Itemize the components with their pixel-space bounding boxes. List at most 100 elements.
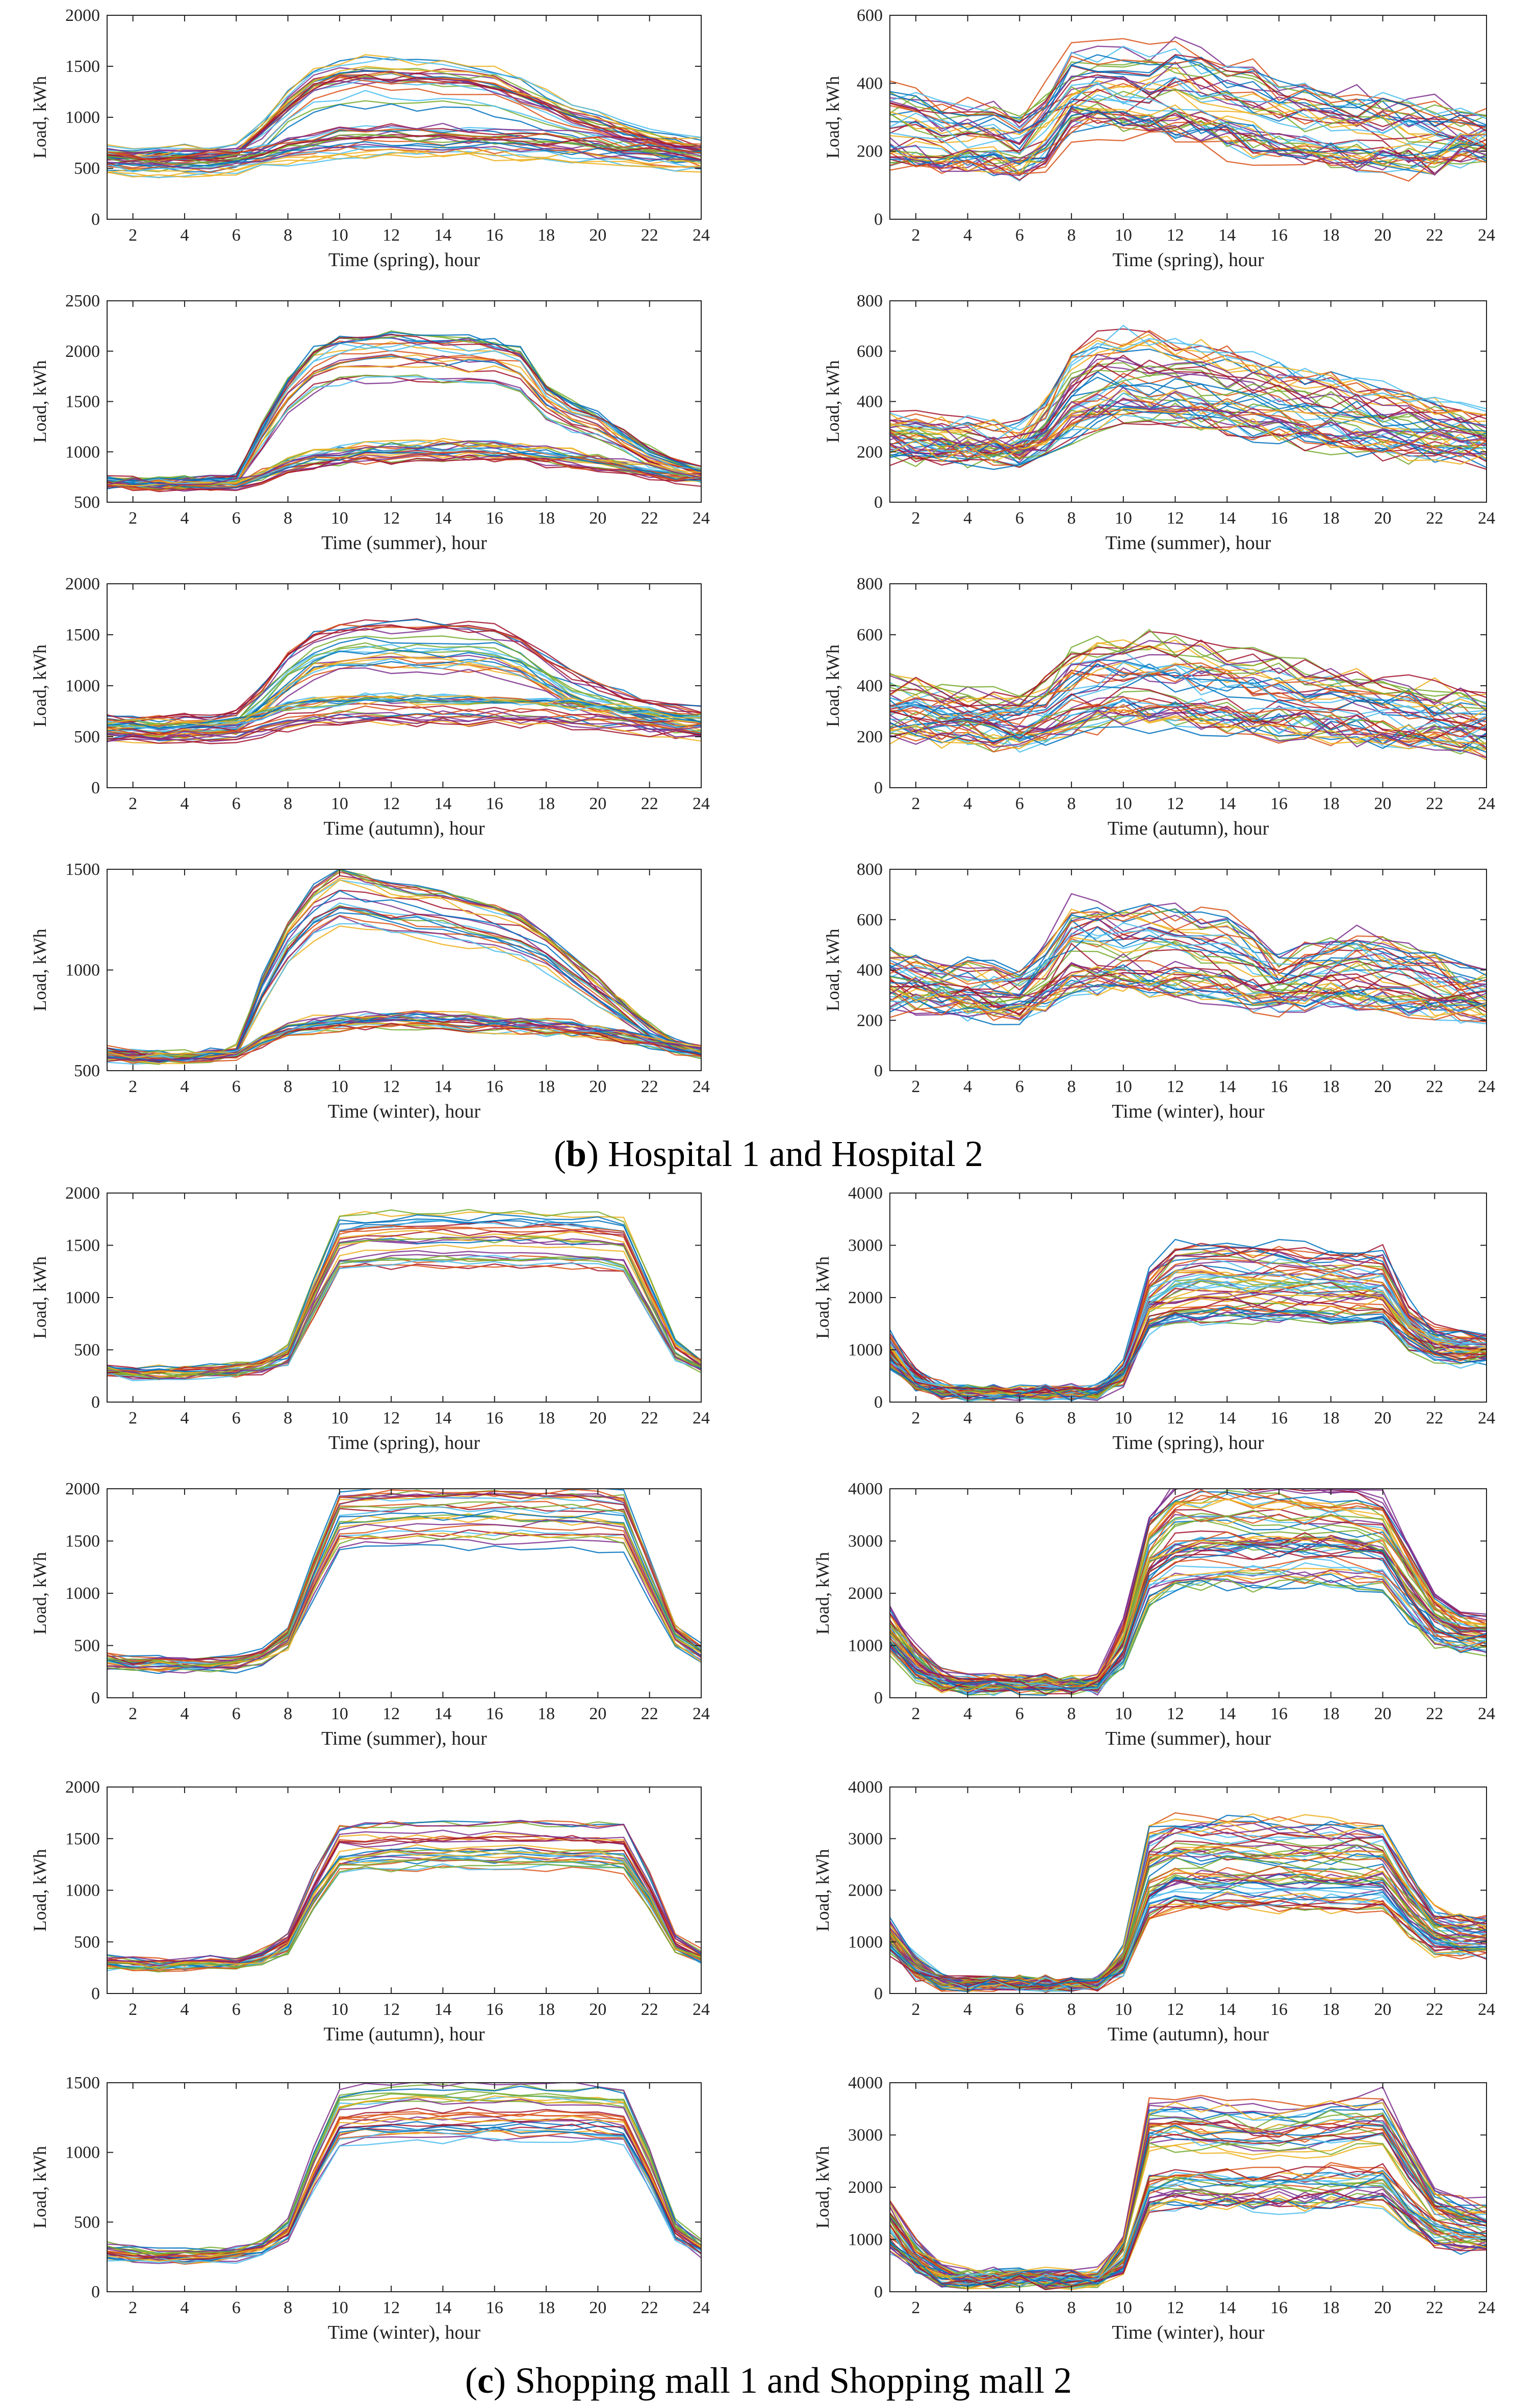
series-line-cluster-1 [890,365,1487,450]
series-line-profile [107,1225,701,1375]
series-line-low [890,1537,1487,1694]
series-line-profile [107,1863,701,1972]
y-tick-label: 600 [857,626,883,644]
x-tick-label: 2 [911,794,920,813]
series-line-cluster-1 [890,640,1487,712]
x-tick-label: 24 [1478,226,1495,245]
x-axis-label: Time (winter), hour [1112,2322,1265,2343]
x-tick-label: 20 [589,2298,606,2317]
y-tick-label: 3000 [848,1532,883,1551]
x-tick-label: 8 [284,794,292,813]
series-line-low-demand [107,713,701,738]
series-line-high [890,2109,1487,2280]
series-line-low [890,2162,1487,2285]
x-tick-label: 12 [382,2298,400,2317]
x-tick-label: 10 [331,794,348,813]
series-line-cluster-2 [890,397,1487,455]
series-line-cluster-2 [890,966,1487,1017]
x-tick-label: 22 [1426,1409,1443,1428]
x-tick-label: 16 [1270,1704,1288,1723]
x-tick-label: 10 [331,509,348,528]
x-tick-label: 2 [911,1704,920,1723]
series-line-cluster-2 [890,386,1487,456]
series-line-cluster-1 [890,329,1487,434]
series-line-low-demand [107,141,701,168]
x-tick-label: 18 [537,2298,555,2317]
x-tick-label: 16 [1270,2298,1288,2317]
x-tick-label: 16 [1270,794,1288,813]
y-tick-label: 1500 [65,393,100,411]
series-line-profile [107,1264,701,1378]
chart-s1-autumn: 2 4 6 8 10 12 14 16 18 20 22 240500100015002000Time… [30,1778,710,2045]
series-line-low [890,1298,1487,1394]
x-tick-label: 8 [1067,2000,1076,2019]
series-line-profile [107,1829,701,1966]
series-line-profile [107,2128,701,2264]
series-line-cluster-2 [890,698,1487,753]
series-line-profile [107,1255,701,1380]
x-tick-label: 4 [180,2000,189,2019]
y-tick-label: 600 [857,342,883,361]
x-tick-label: 8 [1067,509,1076,528]
y-axis-label: Load, kWh [812,1552,833,1635]
series-line-cluster-1 [890,36,1487,128]
y-tick-label: 1000 [848,2231,883,2249]
x-tick-label: 10 [331,1409,348,1428]
chart-s2-summer: 2 4 6 8 10 12 14 16 18 20 22 2401000200030004000Tim… [812,1480,1495,1749]
x-tick-label: 4 [963,1409,972,1428]
y-tick-label: 0 [874,210,883,229]
x-tick-label: 18 [537,509,555,528]
series-line-profile [107,2118,701,2261]
x-tick-label: 10 [331,2298,348,2317]
series-line-low [890,1538,1487,1693]
x-tick-label: 20 [589,226,606,245]
x-axis-label: Time (summer), hour [321,532,487,554]
x-tick-label: 8 [284,2298,292,2317]
x-tick-label: 14 [1218,2000,1236,2019]
series-line-cluster-2 [890,130,1487,182]
series-line-profile [107,1250,701,1379]
x-tick-label: 24 [693,2000,710,2019]
x-tick-label: 24 [1478,2298,1495,2317]
series-line-cluster-1 [890,328,1487,426]
x-tick-label: 16 [486,1704,503,1723]
y-tick-label: 400 [857,74,883,93]
x-tick-label: 24 [693,1409,710,1428]
series-line-profile [107,2135,701,2264]
x-axis-label: Time (spring), hour [328,249,480,271]
x-tick-label: 4 [180,1077,189,1096]
series-line-cluster-1 [890,907,1487,978]
y-tick-label: 2000 [65,342,100,361]
y-tick-label: 2000 [65,1778,100,1797]
chart-lines [890,36,1487,182]
x-tick-label: 12 [1167,2298,1184,2317]
x-tick-label: 6 [232,1077,241,1096]
x-tick-label: 22 [641,509,658,528]
x-tick-label: 10 [331,1077,348,1096]
x-tick-label: 6 [1015,1704,1024,1723]
x-tick-label: 12 [1167,2000,1184,2019]
x-tick-label: 18 [1322,1409,1340,1428]
x-tick-label: 10 [1115,2298,1132,2317]
series-line-cluster-2 [890,979,1487,1021]
series-line-profile [107,2083,701,2255]
x-axis-label: Time (autumn), hour [1108,2024,1269,2045]
x-tick-label: 8 [284,509,292,528]
x-axis-label: Time (autumn), hour [323,2024,485,2045]
y-tick-label: 4000 [848,1480,883,1498]
x-tick-label: 6 [1015,226,1024,245]
x-tick-label: 6 [1015,1077,1024,1096]
chart-lines [107,869,701,1065]
caption-malls: (c) Shopping mall 1 and Shopping mall 2 [0,2360,1537,2402]
series-line-cluster-2 [890,111,1487,166]
x-tick-label: 18 [1322,2000,1340,2019]
x-tick-label: 8 [1067,1409,1076,1428]
x-tick-label: 14 [1218,1077,1236,1096]
x-tick-label: 4 [963,2000,972,2019]
series-line-high [890,1536,1487,1690]
x-tick-label: 6 [232,794,241,813]
series-line-low-demand [107,150,701,178]
series-line-profile [107,1858,701,1970]
caption-hospitals-close: ) [586,1133,599,1174]
